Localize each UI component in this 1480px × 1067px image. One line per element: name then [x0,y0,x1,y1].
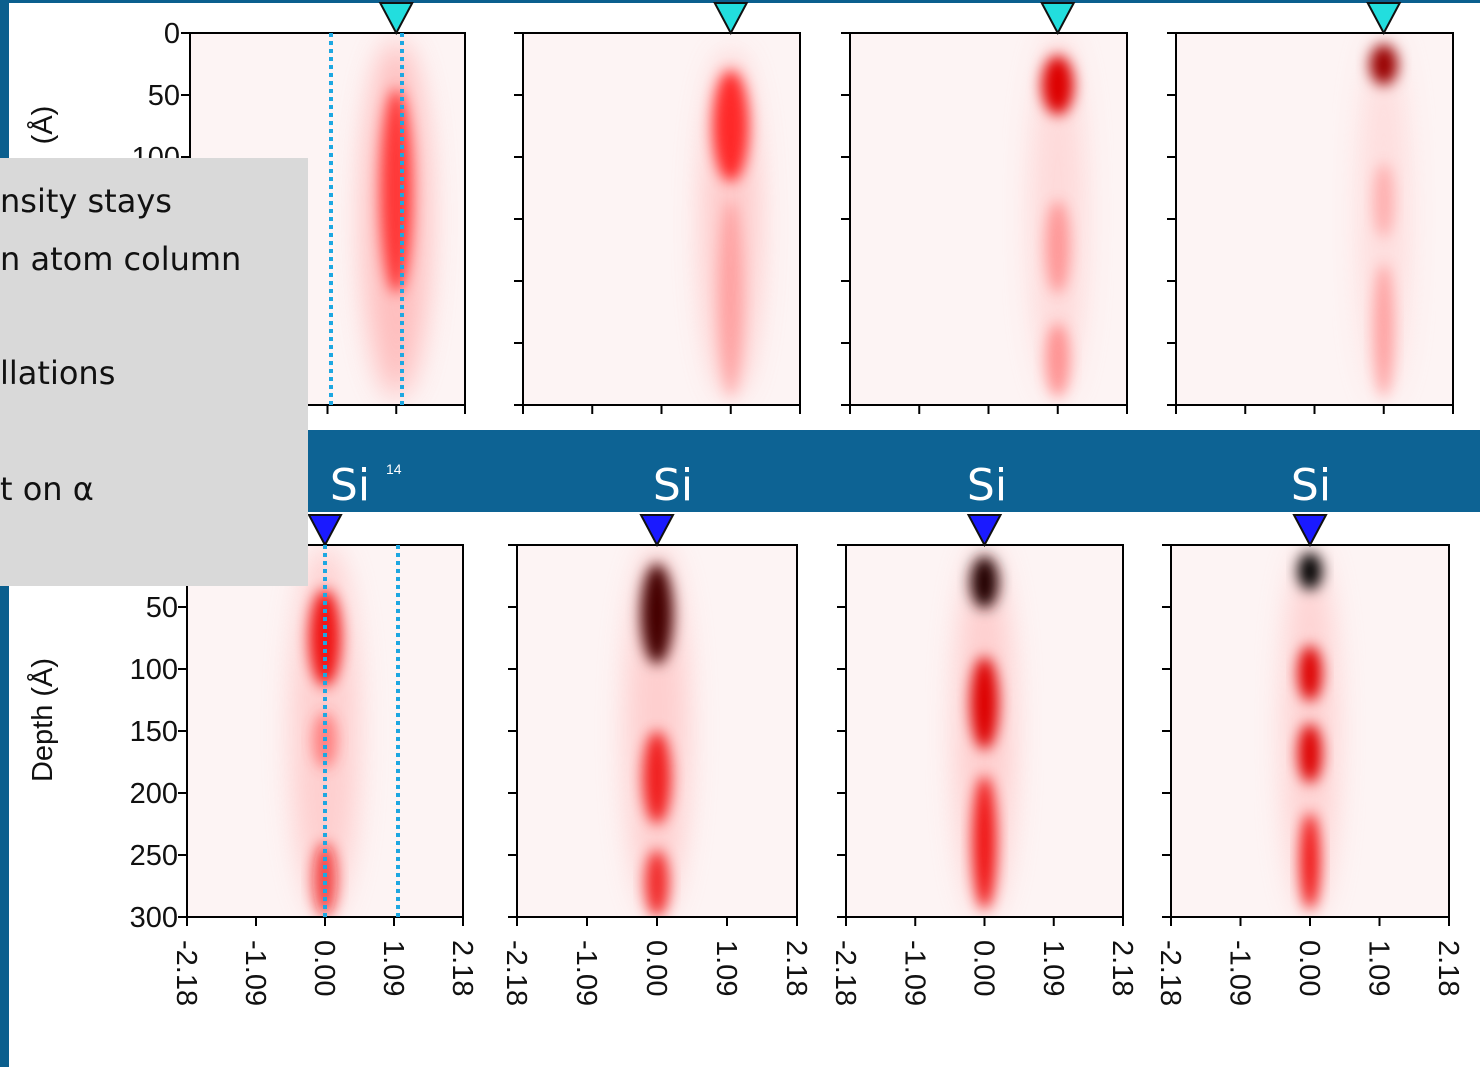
y-tick-label: 0 [164,18,180,50]
superscript: 14 [386,461,402,477]
marker-blue [1292,514,1328,548]
x-tick-label: 1.09 [1037,940,1069,996]
heatmap [362,40,431,398]
y-tick-label: 250 [130,840,178,872]
x-tick-label: 1.09 [710,940,742,996]
intensity-blob [972,775,997,910]
intensity-blob [1300,812,1320,910]
x-tick-label: -1.09 [570,940,602,1006]
x-tick-label: 1.09 [377,940,409,996]
intensity-blob [1298,723,1322,784]
overlays [307,2,1402,917]
intensity-blob [1369,44,1398,86]
intensity-blob [1041,55,1074,115]
x-tick-label: 2.18 [1106,940,1138,996]
intensity-blob [643,731,671,824]
note-line: nsity stays [0,182,172,220]
x-tick-label: -2.18 [170,940,202,1006]
banner [300,430,1480,512]
intensity-blob [313,842,337,917]
intensity-blob [1298,552,1322,590]
x-tick-label: -1.09 [898,940,930,1006]
marker-blue [966,514,1003,548]
banner-label: Si [967,460,1007,511]
x-tick-label: 2.18 [1432,940,1464,996]
banner-label: Si [1291,460,1331,511]
intensity-blob [1045,200,1070,294]
marker-cyan [378,2,414,36]
panel-bg [1176,33,1453,405]
banner-label: Si [653,460,693,511]
plots [178,32,1454,926]
intensity-blob [1298,645,1322,702]
note-box [0,158,308,586]
banner-label: Si [330,460,370,511]
marker-cyan [1040,2,1076,36]
y-axis-label: Depth (Å) [26,658,59,782]
y-tick-label: 150 [130,716,178,748]
intensity-blob [712,70,749,182]
heatmap [700,51,761,398]
x-tick-label: -2.18 [1154,940,1186,1006]
y-tick-label: 50 [148,80,180,112]
heatmap [625,545,689,917]
heatmap [954,545,1015,917]
marker-blue [639,514,675,548]
heatmap [1029,33,1086,398]
intensity-blob [380,88,413,294]
marker-cyan [713,2,749,36]
intensity-blob [1373,163,1394,238]
y-tick-label: 200 [130,778,178,810]
intensity-blob [309,589,341,687]
note-line: llations [0,354,115,392]
y-tick-label: 300 [130,902,178,934]
intensity-blob [970,656,999,750]
x-tick-label: 0.00 [968,940,1000,996]
marker-cyan [1366,2,1402,36]
x-tick-label: 2.18 [446,940,478,996]
y-tick-label: 100 [130,654,178,686]
x-tick-label: -2.18 [829,940,861,1006]
intensity-blob [1045,323,1070,398]
note-line: t on α [0,470,94,508]
intensity-blob [970,556,999,609]
x-tick-label: 0.00 [1293,940,1325,996]
x-tick-label: 1.09 [1363,940,1395,996]
x-tick-label: -1.09 [1224,940,1256,1006]
intensity-blob [718,200,743,398]
y-tick-label: 50 [146,592,178,624]
x-tick-label: -2.18 [500,940,532,1006]
intensity-blob [1373,263,1394,398]
x-tick-label: 0.00 [640,940,672,996]
heatmap [1282,545,1338,917]
marker-blue [307,514,343,548]
x-tick-label: -1.09 [239,940,271,1006]
y-axis-label: (Å) [26,106,59,145]
frame-top [0,0,1480,3]
intensity-blob [641,563,673,665]
x-tick-label: 2.18 [780,940,812,996]
note-line: n atom column [0,240,241,278]
heatmap [1357,33,1410,398]
intensity-blob [645,850,669,917]
x-tick-label: 0.00 [308,940,340,996]
